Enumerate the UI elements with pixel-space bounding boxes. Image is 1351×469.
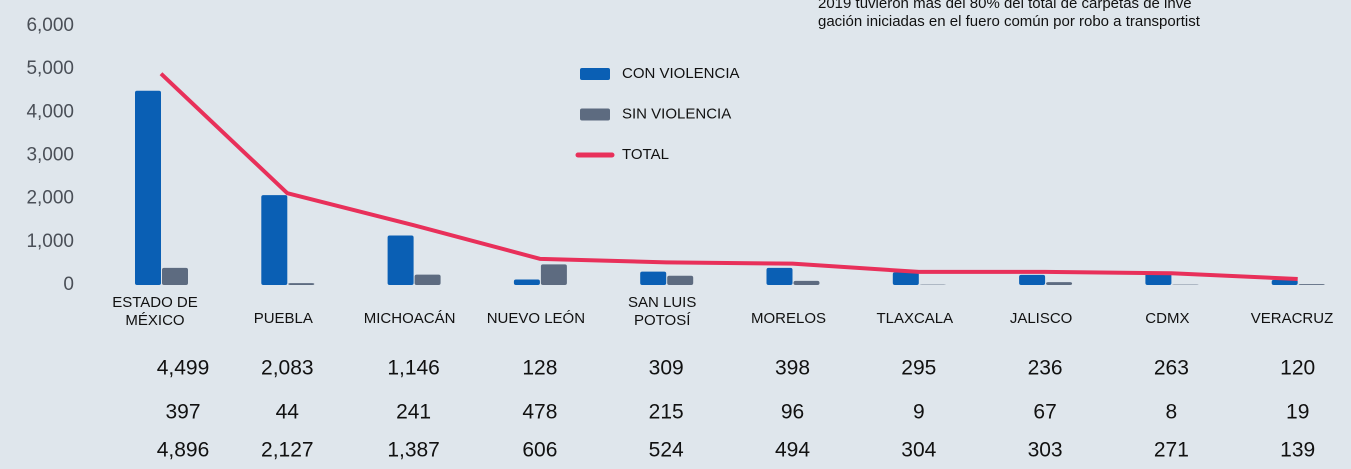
bar (513, 279, 540, 285)
x-tick-label: ESTADO DE MÉXICO (112, 294, 198, 329)
data-label: 236 (1028, 357, 1063, 380)
data-label: 303 (1028, 439, 1063, 462)
x-tick-label: VERACRUZ (1250, 310, 1334, 327)
y-tick-label: 5,000 (26, 58, 74, 79)
data-label: 1,146 (387, 357, 440, 380)
bar (1298, 284, 1325, 285)
data-label: 44 (276, 401, 300, 424)
bar (162, 267, 188, 285)
data-label: 9 (913, 401, 925, 424)
legend-label: TOTAL (622, 146, 669, 163)
y-tick-label: 3,000 (26, 145, 74, 166)
bar (1046, 282, 1073, 285)
x-tick-label: MORELOS (750, 310, 826, 327)
bar (793, 280, 820, 285)
bar (288, 283, 315, 285)
data-label: 295 (901, 357, 936, 380)
data-label: 128 (522, 357, 557, 380)
data-label: 67 (1033, 401, 1056, 424)
data-label: 2,127 (261, 439, 314, 462)
data-label: 1,387 (387, 439, 440, 462)
bar (414, 274, 441, 285)
annotation: 2019 tuvieron más del 80% del total de c… (818, 0, 1192, 12)
data-label: 524 (649, 439, 684, 462)
data-label: 19 (1286, 401, 1309, 424)
legend-label: CON VIOLENCIA (622, 65, 740, 82)
x-tick-label: NUEVO LEÓN (486, 310, 586, 327)
data-label: 494 (775, 439, 810, 462)
y-tick-label: 0 (63, 274, 74, 295)
bar (667, 275, 694, 285)
x-tick-label: TLAXCALA (876, 310, 954, 327)
bar (387, 235, 414, 285)
data-label: 478 (522, 401, 557, 424)
y-tick-label: 2,000 (26, 188, 74, 209)
x-tick-label: PUEBLA (253, 310, 313, 327)
data-label: 263 (1154, 357, 1189, 380)
data-label: 215 (649, 401, 684, 424)
y-tick-label: 6,000 (26, 15, 74, 36)
bar (135, 90, 161, 285)
x-tick-label: MICHOACÁN (363, 310, 456, 327)
annotation: gación iniciadas en el fuero común por r… (818, 13, 1201, 30)
data-label: 606 (522, 439, 557, 462)
bar (1145, 273, 1172, 285)
legend-swatch (580, 108, 610, 121)
bar (766, 267, 793, 285)
data-label: 397 (165, 401, 200, 424)
data-label: 241 (396, 401, 431, 424)
bar (640, 271, 667, 285)
total-line (159, 72, 1298, 281)
data-label: 398 (775, 357, 810, 380)
legend-label: SIN VIOLENCIA (622, 105, 731, 122)
data-label: 4,896 (157, 439, 210, 462)
data-label: 304 (901, 439, 936, 462)
legend-swatch (580, 68, 610, 80)
data-label: 4,499 (157, 357, 210, 380)
bar (1271, 279, 1298, 285)
x-tick-label: SAN LUIS POTOSÍ (628, 294, 697, 329)
y-tick-label: 1,000 (26, 231, 74, 252)
bar (892, 272, 919, 285)
y-tick-label: 4,000 (26, 101, 74, 122)
x-tick-label: JALISCO (1009, 310, 1073, 327)
bar (1019, 274, 1046, 285)
data-label: 271 (1154, 439, 1189, 462)
bar (540, 264, 567, 285)
data-label: 139 (1280, 439, 1315, 462)
bar (261, 195, 288, 285)
x-tick-label: CDMX (1145, 310, 1190, 327)
data-label: 96 (781, 401, 804, 424)
data-label: 2,083 (261, 357, 314, 380)
data-label: 120 (1280, 357, 1315, 380)
data-label: 8 (1166, 401, 1178, 424)
data-label: 309 (649, 357, 684, 380)
